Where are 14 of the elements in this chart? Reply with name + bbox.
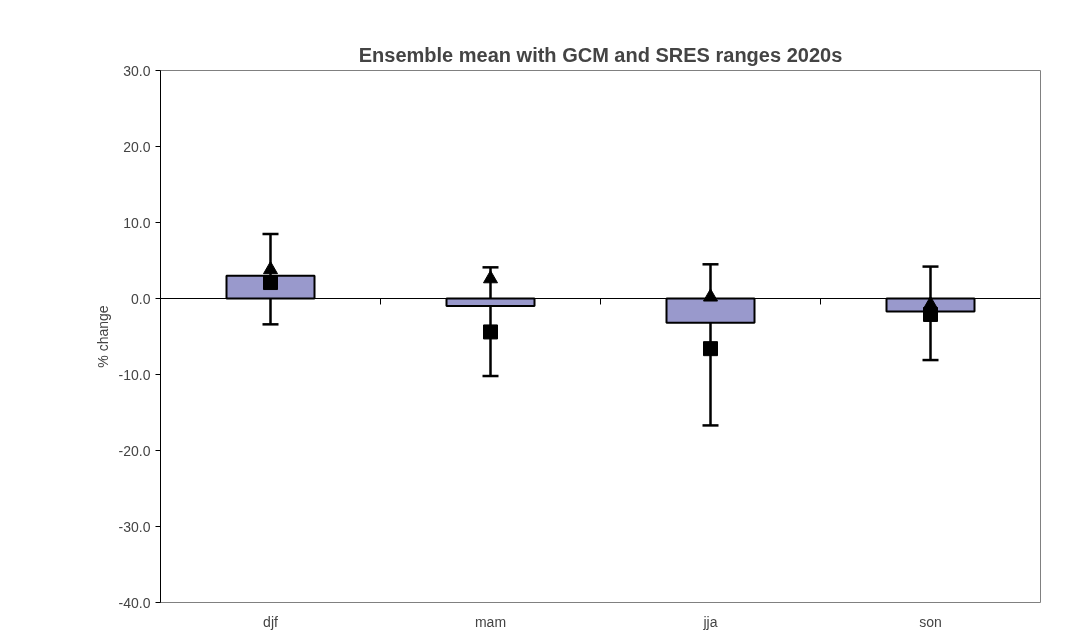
y-tick-label: -30.0 [118, 518, 151, 535]
x-tick-label: son [919, 613, 942, 630]
y-axis-title: % change [94, 305, 111, 368]
y-tick-label: -40.0 [118, 594, 151, 611]
chart-title: Ensemble mean with GCM and SRES ranges 2020s [358, 43, 843, 66]
y-tick-label: 0.0 [131, 290, 151, 307]
y-tick-label: 10.0 [123, 214, 151, 231]
y-tick-label: 20.0 [123, 138, 151, 155]
x-tick-label: mam [474, 613, 507, 630]
x-tick-label: jja [702, 613, 718, 630]
x-tick-label: djf [263, 613, 278, 630]
y-tick-label: -20.0 [118, 442, 151, 459]
y-tick-label: -10.0 [118, 366, 151, 383]
y-tick-label: 30.0 [123, 62, 151, 79]
